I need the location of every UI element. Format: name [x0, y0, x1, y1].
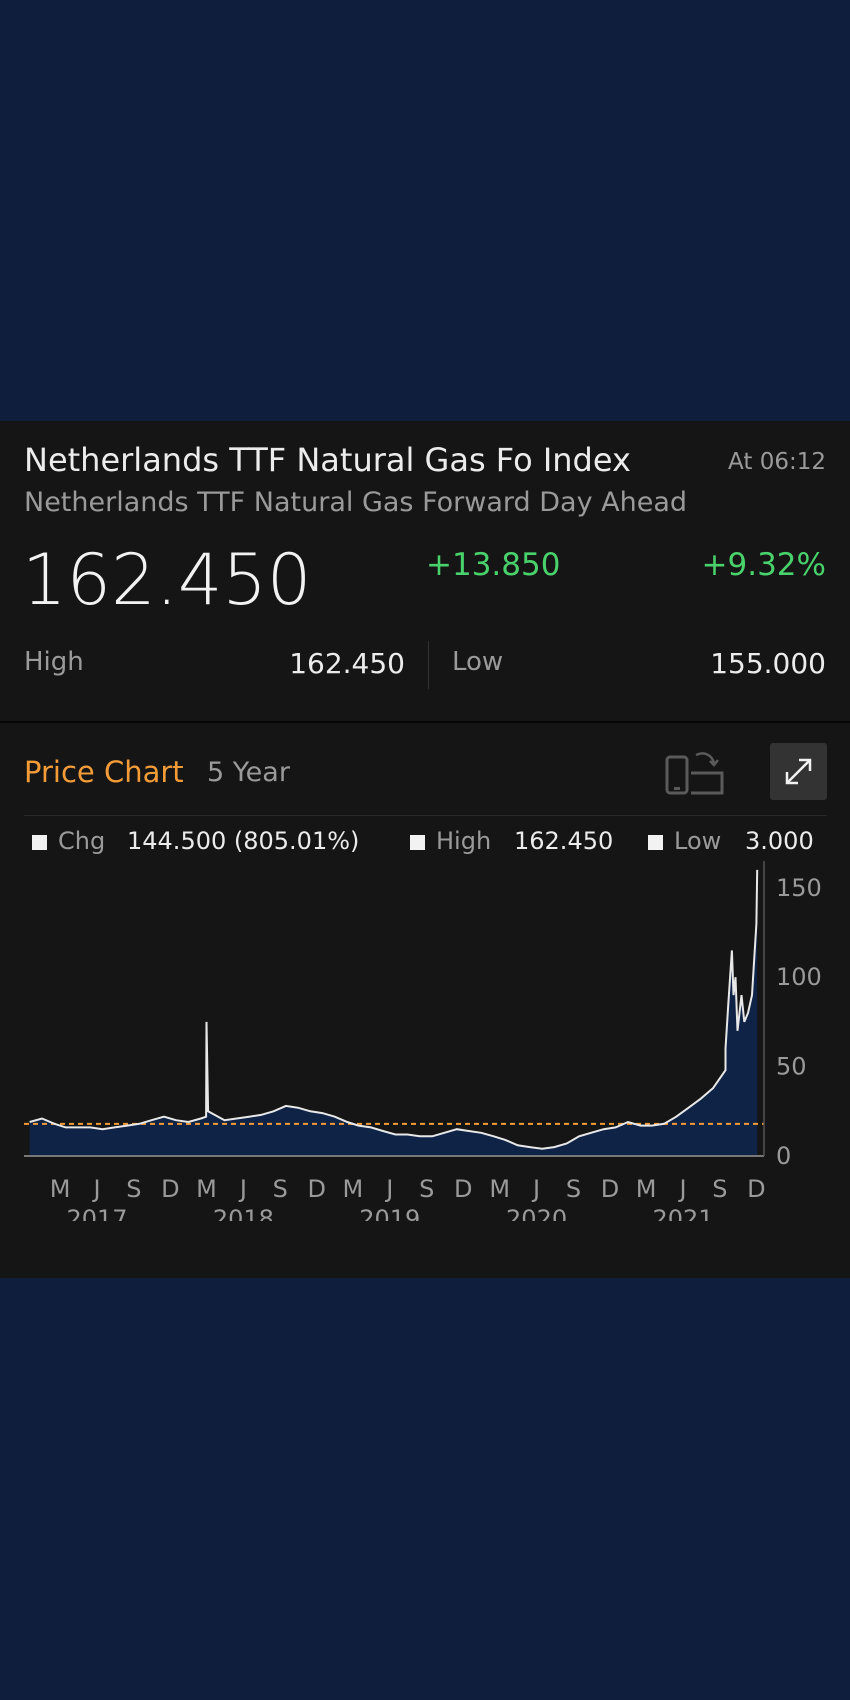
x-tick-label: S	[273, 1175, 288, 1203]
instrument-subtitle: Netherlands TTF Natural Gas Forward Day …	[24, 487, 688, 518]
x-tick-label: M	[343, 1175, 364, 1203]
high-label: High	[24, 647, 84, 677]
legend-low-marker	[648, 835, 663, 850]
x-tick-label: J	[238, 1175, 247, 1203]
price-area	[29, 869, 758, 1156]
quote-time: At 06:12	[728, 449, 826, 475]
x-tick-label: D	[308, 1175, 326, 1203]
legend-high-label: High	[436, 827, 492, 855]
x-tick-label: S	[712, 1175, 727, 1203]
year-label: 2017	[66, 1205, 127, 1221]
x-tick-label: J	[677, 1175, 686, 1203]
x-tick-label: S	[566, 1175, 581, 1203]
legend-low-label: Low	[674, 827, 722, 855]
last-price: 162.450	[22, 539, 312, 621]
price-change-percent: +9.32%	[701, 547, 826, 583]
x-tick-label: M	[50, 1175, 71, 1203]
x-tick-label: J	[384, 1175, 393, 1203]
x-tick-label: S	[419, 1175, 434, 1203]
y-tick-label: 50	[776, 1053, 807, 1081]
high-low-divider	[428, 641, 429, 689]
legend-high-value: 162.450	[514, 827, 614, 855]
y-tick-label: 100	[776, 963, 822, 991]
x-tick-label: D	[161, 1175, 179, 1203]
chart-period-selector[interactable]: 5 Year	[207, 757, 290, 788]
chart-title: Price Chart	[24, 755, 184, 789]
x-tick-label: S	[126, 1175, 141, 1203]
legend-chg-marker	[32, 835, 47, 850]
year-label: 2020	[506, 1205, 567, 1221]
price-change: +13.850	[426, 547, 561, 583]
quote-card: Netherlands TTF Natural Gas Fo Index At …	[0, 421, 850, 1278]
x-tick-label: D	[747, 1175, 765, 1203]
low-label: Low	[452, 647, 504, 677]
year-label: 2021	[652, 1205, 713, 1221]
section-divider	[0, 721, 850, 723]
x-tick-label: J	[91, 1175, 100, 1203]
legend-high-marker	[410, 835, 425, 850]
expand-chart-button[interactable]	[770, 743, 827, 800]
y-tick-label: 150	[776, 874, 822, 902]
y-tick-label: 0	[776, 1142, 791, 1170]
year-label: 2019	[359, 1205, 420, 1221]
x-tick-label: M	[196, 1175, 217, 1203]
high-value: 162.450	[289, 647, 405, 680]
legend-chg-value: 144.500 (805.01%)	[127, 827, 360, 855]
x-tick-label: J	[531, 1175, 540, 1203]
year-label: 2018	[213, 1205, 274, 1221]
x-tick-label: D	[601, 1175, 619, 1203]
legend-low-value: 3.000	[745, 827, 814, 855]
expand-icon	[785, 758, 812, 785]
x-tick-label: M	[489, 1175, 510, 1203]
legend-chg-label: Chg	[58, 827, 106, 855]
x-tick-label: D	[454, 1175, 472, 1203]
low-value: 155.000	[710, 647, 826, 680]
rotate-device-icon[interactable]	[664, 749, 726, 797]
instrument-title: Netherlands TTF Natural Gas Fo Index	[24, 441, 631, 479]
x-tick-label: M	[636, 1175, 657, 1203]
price-line	[29, 869, 759, 1150]
chart-header-divider	[24, 815, 827, 816]
